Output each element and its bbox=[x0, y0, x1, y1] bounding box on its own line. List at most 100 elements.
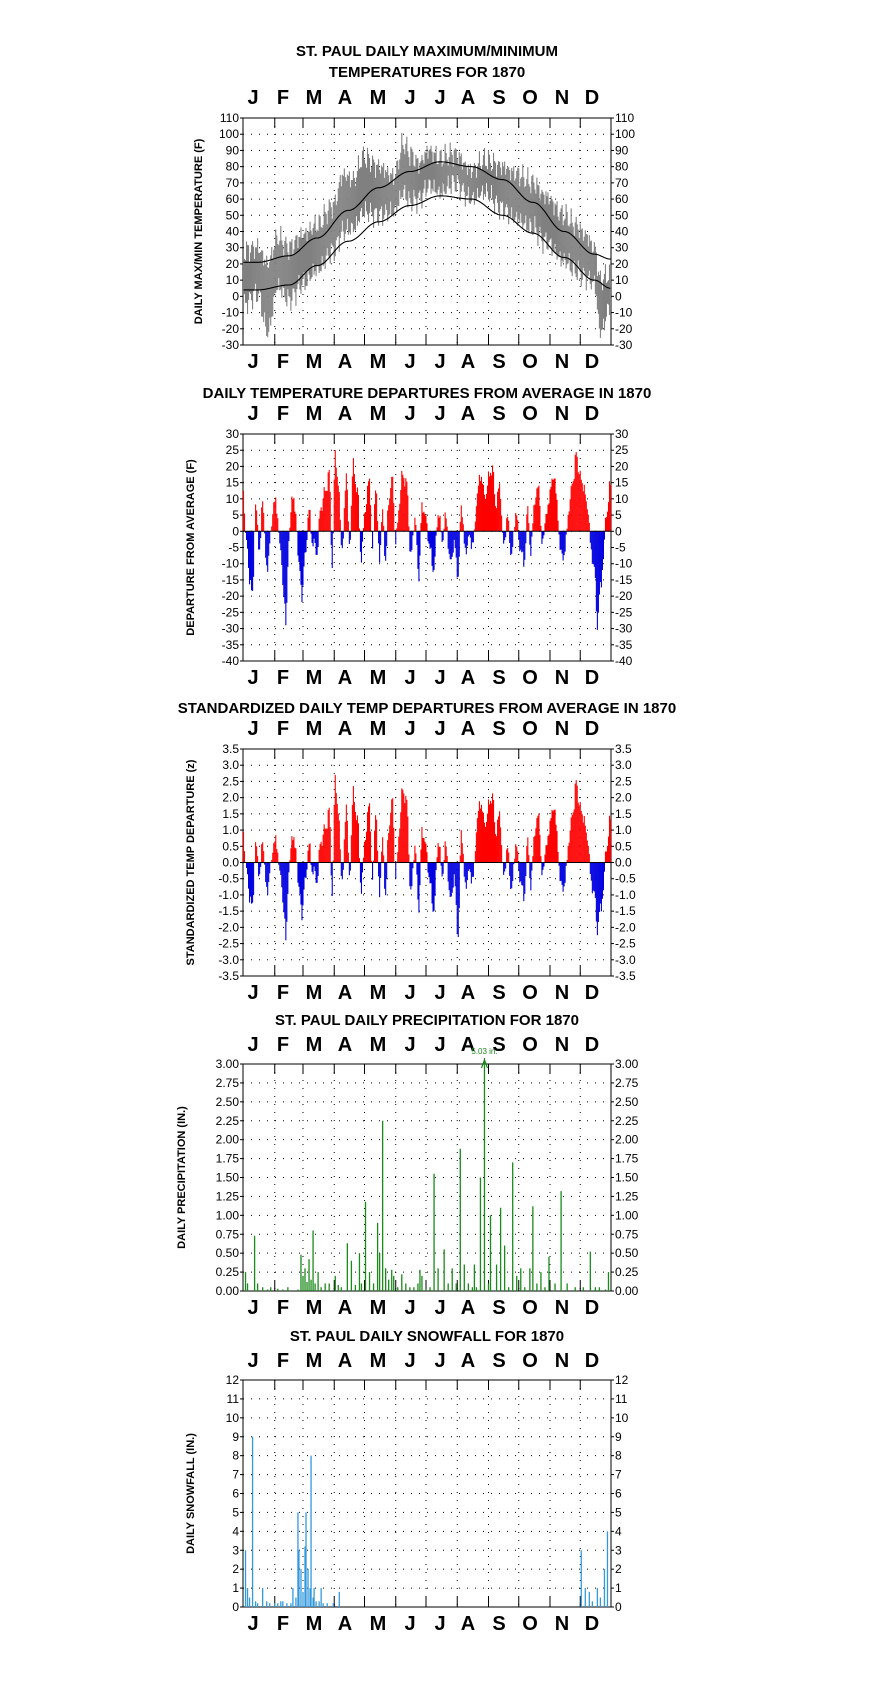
dep-ytick-left: 30 bbox=[226, 427, 240, 441]
std-month-top-4: A bbox=[338, 718, 352, 740]
std-ytick-left: -3.0 bbox=[218, 953, 239, 967]
snow-ylabel: DAILY SNOWFALL (IN.) bbox=[185, 1433, 197, 1554]
dep-ytick-right: -40 bbox=[615, 654, 633, 668]
std-ytick-left: -1.0 bbox=[218, 888, 239, 902]
dep-month-bottom-3: M bbox=[306, 667, 323, 689]
dep-ytick-right: 0 bbox=[615, 524, 622, 538]
precip-month-top-7: J bbox=[434, 1034, 445, 1056]
overflow-value-label: 5.03 in. bbox=[471, 1047, 497, 1056]
temp-month-top-2: F bbox=[277, 87, 289, 109]
precip-ytick-right: 3.00 bbox=[615, 1057, 639, 1071]
dep-ytick-right: 20 bbox=[615, 459, 629, 473]
snow-ytick-left: 12 bbox=[226, 1373, 240, 1387]
dep-ytick-left: 15 bbox=[226, 476, 240, 490]
snow-month-top-2: F bbox=[277, 1350, 289, 1372]
snow-ytick-right: 11 bbox=[615, 1392, 628, 1406]
temp-ytick-right: 60 bbox=[615, 192, 629, 206]
std-ytick-left: -0.5 bbox=[218, 872, 239, 886]
std-ytick-left: -3.5 bbox=[218, 969, 239, 983]
std-ytick-left: -2.5 bbox=[218, 937, 239, 951]
dep-ytick-left: -25 bbox=[222, 605, 240, 619]
std-ytick-right: -2.5 bbox=[615, 937, 636, 951]
precip-ytick-right: 0.00 bbox=[615, 1284, 639, 1298]
snow-ytick-left: 9 bbox=[232, 1430, 239, 1444]
precip-ytick-left: 2.00 bbox=[216, 1133, 240, 1147]
precip-month-bottom-6: J bbox=[404, 1297, 415, 1319]
std-ytick-right: -3.5 bbox=[615, 969, 636, 983]
precip-month-bottom-11: N bbox=[555, 1297, 569, 1319]
std-ytick-right: 1.5 bbox=[615, 807, 632, 821]
snow-month-bottom-7: J bbox=[434, 1613, 445, 1635]
snow-month-bottom-8: A bbox=[461, 1613, 475, 1635]
temp-ytick-left: -20 bbox=[222, 322, 240, 336]
snow-ytick-left: 10 bbox=[226, 1411, 240, 1425]
temp-month-bottom-1: J bbox=[247, 351, 258, 373]
dep-ytick-left: 25 bbox=[226, 443, 240, 457]
snow-title-line-1: ST. PAUL DAILY SNOWFALL FOR 1870 bbox=[290, 1328, 564, 1345]
temp-ytick-left: 60 bbox=[226, 192, 240, 206]
snow-ytick-right: 12 bbox=[615, 1373, 629, 1387]
std-ytick-right: 2.5 bbox=[615, 774, 632, 788]
precip-month-top-10: O bbox=[522, 1034, 538, 1056]
precip-month-top-12: D bbox=[585, 1034, 599, 1056]
precip-month-top-5: M bbox=[370, 1034, 387, 1056]
dep-ytick-right: 10 bbox=[615, 492, 629, 506]
precip-ytick-right: 1.75 bbox=[615, 1152, 639, 1166]
snow-month-bottom-6: J bbox=[404, 1613, 415, 1635]
std-ytick-left: -2.0 bbox=[218, 920, 239, 934]
temp-month-top-9: S bbox=[492, 87, 505, 109]
dep-month-bottom-12: D bbox=[585, 667, 599, 689]
dep-month-bottom-6: J bbox=[404, 667, 415, 689]
snow-month-bottom-12: D bbox=[585, 1613, 599, 1635]
temp-month-bottom-12: D bbox=[585, 351, 599, 373]
precip-month-bottom-12: D bbox=[585, 1297, 599, 1319]
precip-month-top-1: J bbox=[247, 1034, 258, 1056]
std-ytick-left: 3.0 bbox=[222, 758, 239, 772]
std-month-top-8: A bbox=[461, 718, 475, 740]
snow-ytick-left: 4 bbox=[232, 1524, 239, 1538]
snow-ytick-left: 5 bbox=[232, 1505, 239, 1519]
snow-ytick-right: 0 bbox=[615, 1600, 622, 1614]
precip-ytick-right: 0.25 bbox=[615, 1265, 639, 1279]
temp-month-bottom-3: M bbox=[306, 351, 323, 373]
temp-ytick-right: 110 bbox=[615, 111, 634, 125]
std-month-bottom-10: O bbox=[522, 982, 538, 1004]
temp-ytick-right: 40 bbox=[615, 225, 629, 239]
std-month-top-5: M bbox=[370, 718, 387, 740]
snow-month-top-9: S bbox=[492, 1350, 505, 1372]
temp-ytick-right: 80 bbox=[615, 160, 629, 174]
precip-ytick-left: 0.50 bbox=[216, 1246, 240, 1260]
std-month-bottom-9: S bbox=[492, 982, 505, 1004]
temp-ytick-left: 10 bbox=[226, 273, 240, 287]
snow-ytick-right: 7 bbox=[615, 1468, 622, 1482]
snow-month-bottom-2: F bbox=[277, 1613, 289, 1635]
std-month-bottom-11: N bbox=[555, 982, 569, 1004]
dep-chart: DAILY TEMPERATURE DEPARTURES FROM AVERAG… bbox=[185, 385, 651, 689]
snow-chart: ST. PAUL DAILY SNOWFALL FOR 1870JJFFMMAA… bbox=[185, 1328, 629, 1635]
snow-month-top-1: J bbox=[247, 1350, 258, 1372]
temp-ytick-right: 20 bbox=[615, 257, 629, 271]
snow-ytick-right: 2 bbox=[615, 1562, 622, 1576]
dep-ytick-right: 30 bbox=[615, 427, 629, 441]
dep-month-top-11: N bbox=[555, 403, 569, 425]
dep-month-top-10: O bbox=[522, 403, 538, 425]
snow-month-bottom-4: A bbox=[338, 1613, 352, 1635]
dep-month-top-6: J bbox=[404, 403, 415, 425]
precip-month-top-2: F bbox=[277, 1034, 289, 1056]
snow-ytick-right: 10 bbox=[615, 1411, 629, 1425]
temp-ytick-left: 90 bbox=[226, 143, 240, 157]
temp-month-top-8: A bbox=[461, 87, 475, 109]
precip-ytick-left: 1.50 bbox=[216, 1171, 240, 1185]
dep-title-line-1: DAILY TEMPERATURE DEPARTURES FROM AVERAG… bbox=[203, 385, 652, 402]
precip-ytick-right: 1.50 bbox=[615, 1171, 639, 1185]
std-ytick-right: 0.5 bbox=[615, 839, 632, 853]
temp-month-top-12: D bbox=[585, 87, 599, 109]
snow-month-bottom-1: J bbox=[247, 1613, 258, 1635]
temp-chart: ST. PAUL DAILY MAXIMUM/MINIMUM TEMPERATUR… bbox=[193, 43, 635, 373]
std-ytick-right: 1.0 bbox=[615, 823, 632, 837]
precip-ytick-right: 2.50 bbox=[615, 1095, 639, 1109]
dep-month-top-2: F bbox=[277, 403, 289, 425]
temp-ytick-left: 110 bbox=[220, 111, 239, 125]
std-ytick-left: 1.0 bbox=[222, 823, 239, 837]
